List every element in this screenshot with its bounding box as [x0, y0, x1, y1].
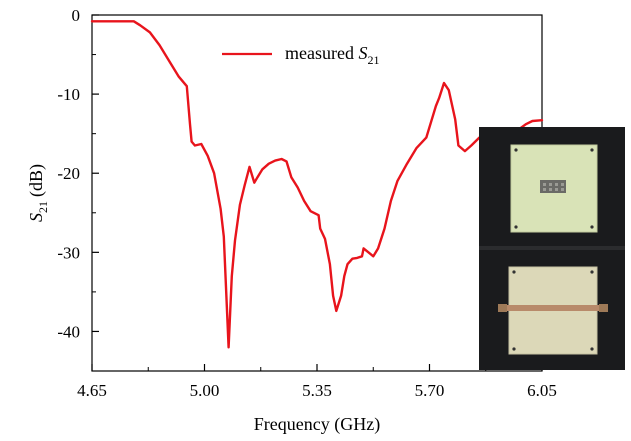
mount-hole	[512, 347, 516, 351]
series-layer	[90, 20, 544, 349]
board-top	[510, 144, 598, 233]
legend-label: measured S21	[285, 43, 379, 67]
patch-cell	[543, 183, 546, 186]
y-axis-ticks: 0 -10 -20 -30 -40	[57, 6, 99, 341]
patch-cell	[549, 183, 552, 186]
prototype-photo-inset	[479, 127, 625, 370]
patch-array	[540, 180, 566, 193]
photo-bottom-view	[498, 266, 608, 355]
mount-hole	[514, 148, 518, 152]
patch-cell	[549, 188, 552, 191]
microstrip-line	[504, 305, 602, 311]
y-tick-label: 0	[72, 6, 81, 25]
x-tick-label: 5.70	[415, 381, 445, 400]
y-tick-label: -40	[57, 322, 80, 341]
x-tick-label: 6.05	[527, 381, 557, 400]
photo-top-view	[510, 144, 598, 233]
x-tick-label: 5.00	[190, 381, 220, 400]
patch-cell	[561, 183, 564, 186]
patch-cell	[555, 183, 558, 186]
x-axis-title: Frequency (GHz)	[254, 414, 380, 435]
y-axis-title: S21(dB)	[26, 164, 50, 222]
plot-frame	[91, 14, 543, 372]
series-line-s21	[90, 20, 544, 349]
patch-cell	[555, 188, 558, 191]
patch-cell	[561, 188, 564, 191]
mount-hole	[590, 347, 594, 351]
sma-connector-right	[599, 304, 608, 312]
patch-cell	[543, 188, 546, 191]
photo-divider	[479, 246, 625, 250]
y-tick-label: -20	[57, 164, 80, 183]
x-tick-label: 5.35	[302, 381, 332, 400]
sma-connector-left	[498, 304, 507, 312]
x-axis-ticks: 4.65 5.00 5.35 5.70 6.05	[77, 364, 557, 400]
mount-hole	[590, 270, 594, 274]
mount-hole	[590, 225, 594, 229]
legend: measured S21	[222, 43, 379, 67]
y-tick-label: -30	[57, 243, 80, 262]
mount-hole	[514, 225, 518, 229]
mount-hole	[590, 148, 594, 152]
mount-hole	[512, 270, 516, 274]
x-tick-label: 4.65	[77, 381, 107, 400]
y-tick-label: -10	[57, 85, 80, 104]
